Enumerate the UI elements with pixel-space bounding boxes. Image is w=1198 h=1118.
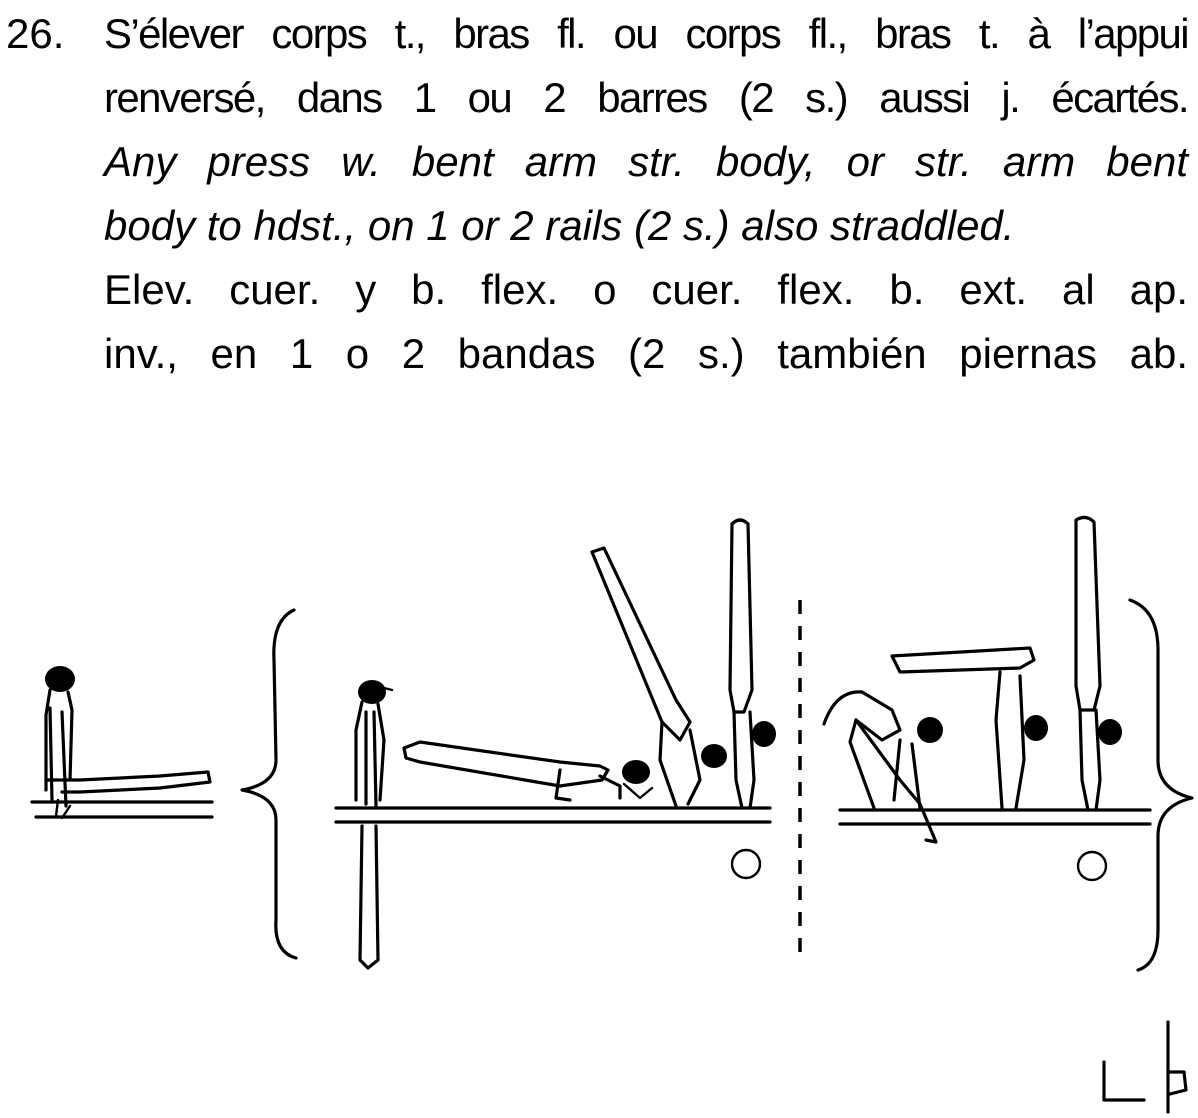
right-brace (1128, 598, 1194, 972)
spanish-line-1: Elev. cuer. y b. flex. o cuer. flex. b. … (104, 266, 1188, 313)
spanish-line-2: inv., en 1 o 2 bandas (2 s.) también pie… (104, 330, 1188, 377)
l-sit-figure (30, 666, 214, 820)
french-line-1: S’élever corps t., bras fl. ou corps fl.… (104, 10, 1190, 57)
element-description: S’élever corps t., bras fl. ou corps fl.… (104, 2, 1190, 386)
element-number: 26. (6, 10, 65, 57)
bar-section-two (822, 515, 1152, 882)
illustration-area (0, 500, 1198, 1118)
english-line-1: Any press w. bent arm str. body, or str.… (104, 138, 1188, 185)
description-french: S’élever corps t., bras fl. ou corps fl.… (104, 2, 1190, 130)
press-sequence-illustration (30, 515, 1194, 1114)
french-line-2: renversé, dans 1 ou 2 barres (2 s.) auss… (104, 74, 1190, 121)
bar-section-one (334, 518, 776, 970)
english-line-2: body to hdst., on 1 or 2 rails (2 s.) al… (104, 202, 1015, 249)
description-english: Any press w. bent arm str. body, or str.… (104, 130, 1188, 258)
left-brace (240, 608, 298, 960)
description-spanish: Elev. cuer. y b. flex. o cuer. flex. b. … (104, 258, 1188, 386)
press-to-handstand-symbol (1102, 1020, 1188, 1114)
